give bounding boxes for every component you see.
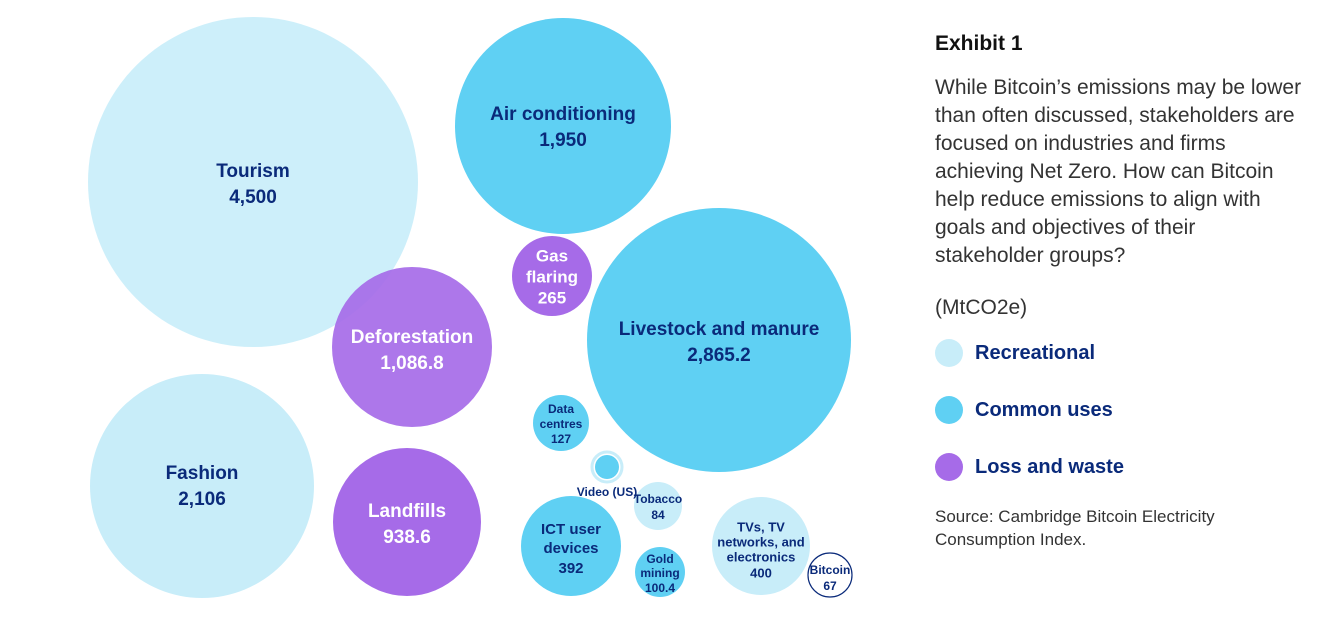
bubble-circle-tvs-tv-networks-and-electronics <box>712 497 810 595</box>
bubble-value-data-centres: 127 <box>551 432 571 446</box>
bubble-value-fashion: 2,106 <box>178 489 226 510</box>
bubble-label-fashion: Fashion <box>166 463 239 484</box>
bubble-label-tobacco: Tobacco <box>634 492 682 506</box>
bubble-ring-video-us <box>590 450 624 484</box>
bubble-label-video-us: Video (US) <box>577 485 637 499</box>
bubble-label-gas-flaring-2: flaring <box>526 267 578 286</box>
bubble-deforestation: Deforestation 1,086.8 <box>332 267 492 427</box>
source-note: Source: Cambridge Bitcoin Electricity Co… <box>935 507 1215 549</box>
bubble-label-tvs-tv-networks-and-electronics-1: TVs, TV <box>737 519 785 534</box>
bubble-value-tobacco: 84 <box>651 508 665 522</box>
bubble-circle-data-centres <box>533 395 589 451</box>
bubble-circle-bitcoin <box>807 552 853 598</box>
legend-swatch-recreational <box>935 339 963 367</box>
bubble-label-landfills: Landfills <box>368 501 446 522</box>
bubble-air-conditioning: Air conditioning 1,950 <box>455 18 671 234</box>
bubble-circle-deforestation <box>332 267 492 427</box>
bubble-label-deforestation: Deforestation <box>351 327 473 348</box>
bubble-label-data-centres-2: centres <box>540 417 583 431</box>
legend-swatch-loss-and-waste <box>935 453 963 481</box>
bubble-landfills: Landfills 938.6 <box>333 448 481 596</box>
bubble-value-gas-flaring: 265 <box>538 288 566 307</box>
bubble-circle-gold-mining <box>635 547 685 597</box>
bubble-fashion: Fashion 2,106 <box>90 374 314 598</box>
legend-item-common-uses: Common uses <box>935 395 1305 425</box>
legend-item-loss-and-waste: Loss and waste <box>935 452 1305 482</box>
unit-label: (MtCO2e) <box>935 296 1028 319</box>
bubble-value-deforestation: 1,086.8 <box>380 353 443 374</box>
bubble-label-tourism: Tourism <box>216 161 290 182</box>
bubble-value-ict-user-devices: 392 <box>558 560 583 577</box>
bubble-livestock-and-manure: Livestock and manure 2,865.2 <box>587 208 851 472</box>
bubble-label-ict-user-devices-1: ICT user <box>541 521 601 538</box>
bubble-value-tvs-tv-networks-and-electronics: 400 <box>750 565 772 580</box>
bubble-label-livestock-and-manure: Livestock and manure <box>619 319 820 340</box>
legend-swatch-common-uses <box>935 396 963 424</box>
bubble-circle-livestock-and-manure <box>587 208 851 472</box>
legend-label-common-uses: Common uses <box>975 398 1113 421</box>
bubble-bitcoin: Bitcoin 67 <box>807 552 853 598</box>
bubble-value-landfills: 938.6 <box>383 527 431 548</box>
bubble-circle-video-us <box>595 455 619 479</box>
bubble-label-tvs-tv-networks-and-electronics-2: networks, and <box>717 534 804 549</box>
legend: Recreational Common uses Loss and waste <box>935 338 1305 482</box>
bubble-label-air-conditioning: Air conditioning <box>490 104 636 125</box>
legend-item-recreational: Recreational <box>935 338 1305 368</box>
bubble-value-gold-mining: 100.4 <box>645 581 675 595</box>
bubble-circle-ict-user-devices <box>521 496 621 596</box>
bubble-gas-flaring: Gas flaring 265 <box>512 236 592 316</box>
side-panel: Exhibit 1 While Bitcoin’s emissions may … <box>935 32 1305 551</box>
bubble-ict-user-devices: ICT user devices 392 <box>521 496 621 596</box>
legend-label-loss-and-waste: Loss and waste <box>975 455 1124 478</box>
bubble-value-air-conditioning: 1,950 <box>539 130 587 151</box>
bubble-circle-tobacco <box>634 482 682 530</box>
bubble-value-bitcoin: 67 <box>823 579 837 593</box>
bubble-chart: Tourism 4,500 Air conditioning 1,950 Livesto… <box>88 17 853 598</box>
bubble-label-tvs-tv-networks-and-electronics-3: electronics <box>727 549 796 564</box>
bubble-circle-landfills <box>333 448 481 596</box>
bubble-circle-gas-flaring <box>512 236 592 316</box>
bubble-circle-air-conditioning <box>455 18 671 234</box>
bubble-value-livestock-and-manure: 2,865.2 <box>687 345 750 366</box>
bubble-label-gold-mining-1: Gold <box>646 552 673 566</box>
exhibit-title: Exhibit 1 <box>935 32 1023 55</box>
bubble-label-bitcoin: Bitcoin <box>810 563 851 577</box>
bubble-label-ict-user-devices-2: devices <box>543 540 598 557</box>
bubble-label-data-centres-1: Data <box>548 402 574 416</box>
bubble-tourism: Tourism 4,500 <box>88 17 418 347</box>
legend-label-recreational: Recreational <box>975 341 1096 364</box>
bubble-circle-fashion <box>90 374 314 598</box>
bubble-tobacco: Tobacco 84 <box>634 482 682 530</box>
bubble-label-gold-mining-2: mining <box>640 566 679 580</box>
bubble-label-gas-flaring-1: Gas <box>536 246 568 265</box>
bubble-video-us: Video (US) <box>577 450 637 499</box>
bubble-circle-tourism <box>88 17 418 347</box>
exhibit-description: While Bitcoin’s emissions may be lower t… <box>935 76 1302 267</box>
bubble-value-tourism: 4,500 <box>229 187 277 208</box>
